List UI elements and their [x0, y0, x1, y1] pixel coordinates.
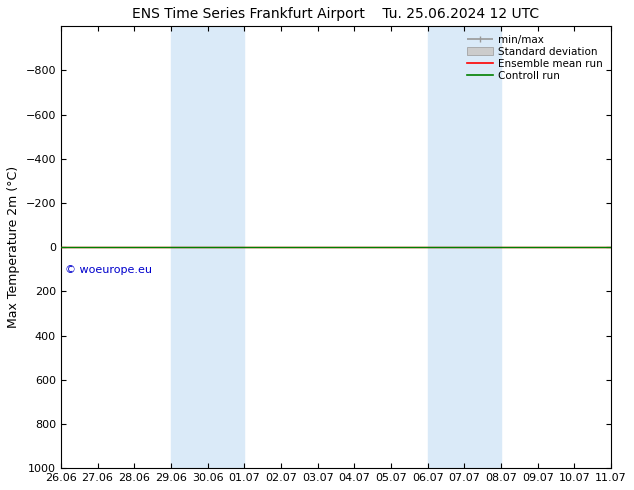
Bar — [171, 26, 244, 468]
Legend: min/max, Standard deviation, Ensemble mean run, Controll run: min/max, Standard deviation, Ensemble me… — [463, 31, 606, 84]
Title: ENS Time Series Frankfurt Airport    Tu. 25.06.2024 12 UTC: ENS Time Series Frankfurt Airport Tu. 25… — [133, 7, 540, 21]
Y-axis label: Max Temperature 2m (°C): Max Temperature 2m (°C) — [7, 166, 20, 328]
Text: © woeurope.eu: © woeurope.eu — [65, 265, 152, 275]
Bar — [428, 26, 501, 468]
